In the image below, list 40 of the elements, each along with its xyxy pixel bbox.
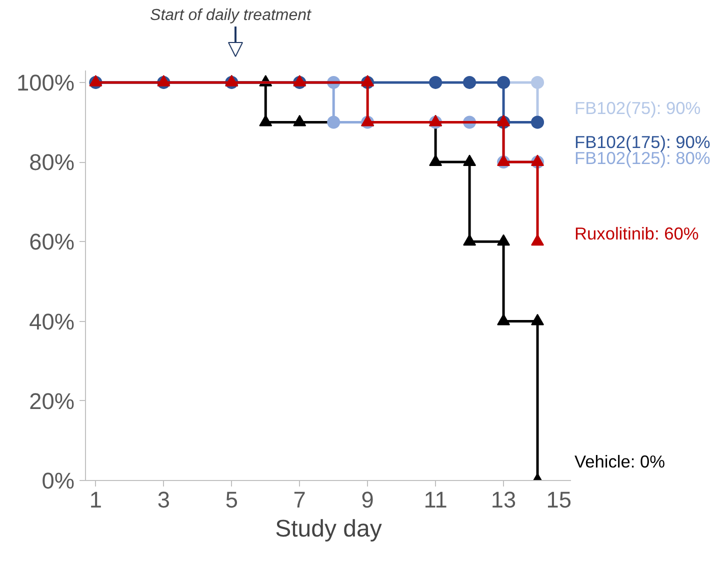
point bbox=[157, 75, 170, 86]
point bbox=[497, 314, 510, 326]
x-tick-label: 11 bbox=[424, 486, 448, 512]
point bbox=[497, 154, 510, 166]
x-tick-label: 7 bbox=[293, 486, 306, 512]
x-tick-label: 1 bbox=[89, 486, 102, 512]
point bbox=[531, 314, 544, 326]
series-label: FB102(75): 90% bbox=[574, 98, 701, 118]
point bbox=[531, 234, 544, 246]
point bbox=[463, 154, 476, 166]
y-tick-label: 60% bbox=[29, 228, 75, 255]
series-label: FB102(175): 90% bbox=[574, 132, 710, 152]
x-tick-label: 9 bbox=[361, 486, 374, 512]
point bbox=[531, 76, 544, 89]
point bbox=[497, 234, 510, 246]
point bbox=[463, 76, 476, 89]
text: Start of daily treatment bbox=[150, 7, 312, 24]
y-tick-label: 40% bbox=[29, 308, 75, 334]
point bbox=[259, 114, 272, 126]
point bbox=[429, 76, 442, 89]
point bbox=[327, 116, 340, 129]
point bbox=[89, 75, 102, 86]
point bbox=[361, 75, 374, 86]
series-label: Vehicle: 0% bbox=[574, 451, 666, 472]
point bbox=[531, 154, 544, 166]
x-tick-label: 13 bbox=[490, 486, 516, 512]
y-tick-label: 0% bbox=[42, 468, 75, 494]
point bbox=[497, 114, 510, 126]
x-tick-label: 5 bbox=[225, 486, 238, 512]
x-tick-label: 3 bbox=[157, 486, 170, 512]
point bbox=[293, 114, 306, 126]
point bbox=[463, 234, 476, 246]
x-tick-label: 15 bbox=[546, 486, 572, 512]
x-axis-title: Study day bbox=[275, 516, 382, 542]
y-tick-label: 80% bbox=[29, 149, 75, 176]
point bbox=[293, 75, 306, 86]
series-label: Ruxolitinib: 60% bbox=[574, 224, 699, 244]
y-tick-label: 100% bbox=[16, 69, 75, 96]
y-tick-label: 20% bbox=[29, 388, 75, 414]
point bbox=[429, 154, 442, 166]
